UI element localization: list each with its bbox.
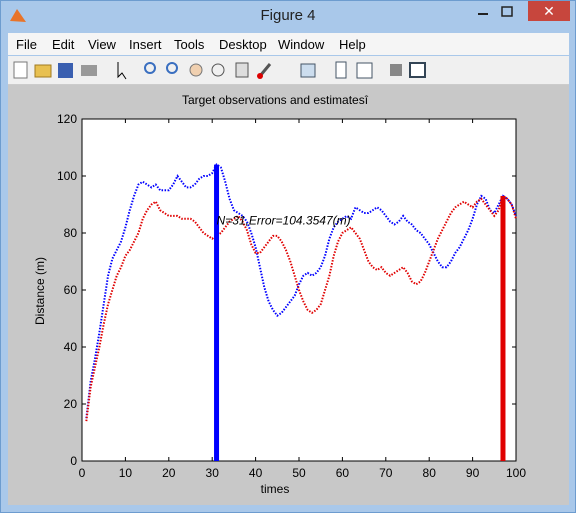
x-axis-label: times [261,482,290,496]
close-button[interactable]: ✕ [528,1,570,21]
data-line [85,163,517,419]
menu-item[interactable]: Help [339,37,366,52]
x-tick-label: 90 [466,466,480,480]
minimize-button[interactable] [473,5,493,19]
y-axis-label: Distance (m) [33,257,47,325]
x-tick-label: 30 [206,466,220,480]
y-tick-label: 80 [64,226,78,240]
y-tick-label: 40 [64,340,78,354]
menu-item[interactable]: Edit [52,37,75,52]
x-tick-label: 0 [79,466,86,480]
x-tick-label: 40 [249,466,263,480]
y-tick-label: 60 [64,283,78,297]
x-tick-label: 10 [119,466,133,480]
app-icon [10,9,26,22]
menu-bar: File Edit View Insert Tools Desktop Window Help [8,33,569,55]
marker-bar [500,195,506,461]
menu-item[interactable]: File [16,37,37,52]
title-bar: Figure 4 ✕ [1,1,575,31]
y-tick-label: 120 [57,112,77,126]
chart: Target observations and estimatesî times… [33,93,526,496]
window-title: Figure 4 [260,7,316,24]
x-tick-label: 50 [292,466,306,480]
toolbar [8,56,569,85]
data-line [85,194,517,422]
menu-item[interactable]: Desktop [219,37,267,52]
menu-item[interactable]: View [88,37,116,52]
x-tick-label: 60 [336,466,350,480]
x-tick-label: 80 [423,466,437,480]
maximize-button[interactable] [497,5,517,19]
menu-item[interactable]: Window [278,37,325,52]
x-tick-label: 70 [379,466,393,480]
chart-title: Target observations and estimatesî [182,93,369,107]
toolbar-icons [13,61,426,80]
annotation: N=31,Error=104.3547(m) [217,213,351,227]
menu-item[interactable]: Tools [174,37,205,52]
marker-bar [214,164,220,461]
menu-item[interactable]: Insert [129,37,162,52]
y-tick-label: 20 [64,397,78,411]
x-tick-label: 20 [162,466,176,480]
y-tick-label: 100 [57,169,77,183]
x-tick-label: 100 [506,466,526,480]
y-tick-label: 0 [70,454,77,468]
figure-area: Target observations and estimatesî times… [8,85,569,505]
